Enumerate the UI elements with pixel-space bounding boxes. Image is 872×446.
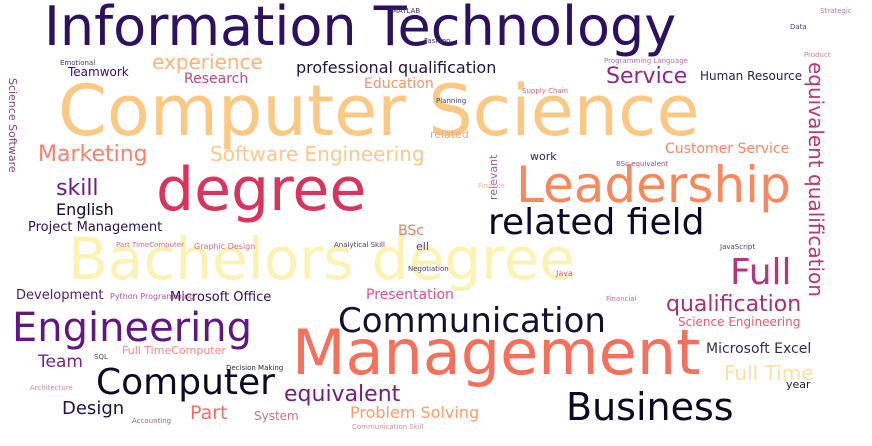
word-supply-chain: Supply Chain	[522, 87, 569, 95]
word-year: year	[786, 378, 811, 391]
word-python-programming: Python Programming	[110, 292, 195, 301]
word-computer: Computer	[96, 362, 275, 403]
word-development: Development	[16, 288, 104, 303]
word-programming-language: Programming Language	[604, 57, 688, 65]
word-design: Design	[62, 398, 125, 419]
word-product: Product	[804, 51, 831, 59]
word-marketing: Marketing	[38, 142, 148, 167]
word-communication: Communication	[338, 301, 606, 341]
word-software-engineering: Software Engineering	[210, 142, 425, 166]
word-degree: degree	[156, 155, 367, 225]
word-bsc-equivalent: BSc equivalent	[616, 160, 669, 168]
word-java: Java	[556, 269, 573, 278]
word-full-time: Full Time	[724, 361, 814, 385]
word-finance: Finance	[478, 182, 505, 190]
word-science-software: Science Software	[6, 78, 19, 173]
word-part-timecomputer: Part TimeComputer	[116, 241, 184, 249]
word-skill: skill	[56, 176, 99, 201]
word-negotiation: Negotiation	[408, 265, 449, 273]
word-sql: SQL	[94, 353, 108, 361]
word-data: Data	[790, 23, 807, 31]
word-equivalent: equivalent	[284, 382, 401, 407]
word-full: Full	[730, 252, 792, 293]
word-management: Management	[292, 316, 701, 389]
word-emotional: Emotional	[60, 59, 96, 67]
word-system: System	[254, 409, 299, 423]
word-education: Education	[364, 76, 434, 92]
word-accounting: Accounting	[132, 417, 172, 425]
word-related: related	[430, 128, 469, 141]
word-project-management: Project Management	[28, 220, 163, 235]
word-related-field: related field	[488, 202, 705, 243]
word-work: work	[530, 150, 557, 163]
word-science-engineering: Science Engineering	[678, 315, 801, 329]
word-relevant: relevant	[487, 154, 500, 200]
word-human-resource: Human Resource	[700, 69, 803, 83]
word-decision-making: Decision Making	[226, 364, 284, 372]
word-professional-qualification: professional qualification	[296, 58, 497, 77]
word-planning: Planning	[436, 97, 467, 105]
word-customer-service: Customer Service	[665, 141, 790, 157]
word-javascript: JavaScript	[720, 243, 756, 251]
word-information-technology: Information Technology	[44, 0, 677, 58]
word-qualification: qualification	[666, 292, 802, 317]
word-team: Team	[38, 352, 83, 372]
word-communication-skill: Communication Skill	[352, 423, 424, 431]
word-bachelors-degree: Bachelors degree	[68, 225, 576, 293]
word-ell: ell	[416, 240, 429, 253]
word-bsc: BSc	[398, 223, 424, 239]
word-fashion: Fashion	[424, 37, 451, 45]
word-research: Research	[184, 71, 249, 87]
word-microsoft-excel: Microsoft Excel	[706, 341, 812, 357]
word-business: Business	[566, 385, 734, 429]
word-microsoft-office: Microsoft Office	[170, 290, 272, 305]
word-leadership: Leadership	[516, 156, 791, 214]
word-strategic: Strategic	[820, 7, 852, 15]
word-financial: Financial	[606, 295, 637, 303]
word-analytical-skill: Analytical Skill	[334, 241, 385, 249]
word-service: Service	[606, 64, 688, 89]
word-teamwork: Teamwork	[68, 65, 129, 79]
word-equivalent-qualification: equivalent qualification	[804, 62, 828, 297]
word-presentation: Presentation	[366, 287, 454, 303]
word-matlab: MATLAB	[392, 7, 421, 15]
word-problem-solving: Problem Solving	[350, 403, 480, 422]
word-part: Part	[190, 402, 228, 424]
word-computer-science: Computer Science	[58, 70, 700, 152]
word-architecture: Architecture	[30, 384, 73, 392]
word-experience: experience	[152, 50, 263, 74]
word-engineering: Engineering	[12, 305, 252, 351]
word-full-timecomputer: Full TimeComputer	[122, 344, 226, 357]
word-graphic-design: Graphic Design	[194, 242, 256, 251]
word-english: English	[56, 200, 114, 219]
